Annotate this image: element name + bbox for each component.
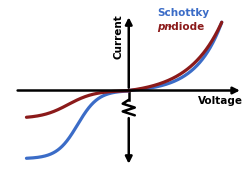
Text: pn: pn: [158, 22, 172, 32]
Text: Schottky: Schottky: [158, 8, 210, 18]
Text: -diode: -diode: [168, 22, 205, 32]
Text: Current: Current: [113, 14, 123, 59]
Text: Voltage: Voltage: [198, 96, 243, 106]
